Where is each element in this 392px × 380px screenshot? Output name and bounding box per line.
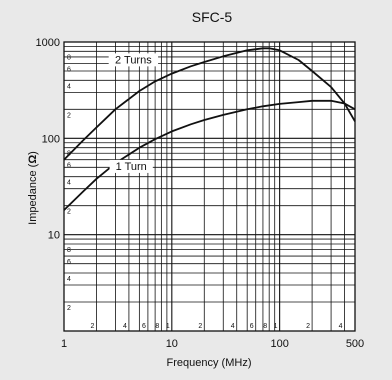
grid-lines	[64, 42, 355, 331]
x-minor-tick-label: 2	[306, 323, 310, 330]
series-2-turns-label-bg	[108, 53, 159, 67]
y-axis-label-prefix: Impedance (	[27, 163, 39, 224]
series-1-turn-label: 1 Turn	[116, 161, 147, 173]
y-minor-tick-label: 8	[67, 54, 71, 61]
x-minor-tick-label: 2	[198, 323, 202, 330]
y-minor-tick-label: 2	[67, 305, 71, 312]
series-2-turns-label: 2 Turns	[115, 54, 152, 66]
x-minor-tick-label: 1	[274, 323, 278, 330]
y-axis-label-suffix: )	[27, 151, 39, 155]
y-minor-tick-label: 4	[67, 83, 71, 90]
x-minor-tick-label: 4	[123, 323, 127, 330]
series-labels: 2 Turns 1 Turn	[108, 53, 159, 173]
x-tick-label: 500	[346, 338, 364, 350]
x-tick-label: 100	[270, 338, 288, 350]
x-minor-tick-label: 8	[263, 323, 267, 330]
x-minor-tick-label: 6	[250, 323, 254, 330]
y-minor-tick-label: 8	[67, 151, 71, 158]
x-minor-tick-label: 4	[231, 323, 235, 330]
x-minor-tick-label: 1	[166, 323, 170, 330]
x-tick-label: 1	[61, 338, 67, 350]
y-axis-label-unit: Ω	[27, 155, 39, 164]
x-minor-tick-label: 6	[142, 323, 146, 330]
chart-title: SFC-5	[192, 9, 233, 25]
x-minor-tick-label: 4	[339, 323, 343, 330]
y-tick-label: 100	[42, 133, 60, 145]
series-1-turn-label-bg	[109, 159, 153, 173]
y-axis-label: Impedance (Ω)	[27, 151, 39, 225]
y-minor-tick-label: 6	[67, 163, 71, 170]
y-minor-tick-label: 6	[67, 259, 71, 266]
y-minor-tick-label: 8	[67, 247, 71, 254]
y-minor-tick-label: 2	[67, 209, 71, 216]
y-minor-tick-label: 4	[67, 276, 71, 283]
x-axis-label: Frequency (MHz)	[167, 357, 252, 369]
x-minor-tick-label: 2	[91, 323, 95, 330]
x-minor-tick-label: 8	[155, 323, 159, 330]
plot-frame	[63, 41, 356, 332]
y-tick-label: 1000	[36, 37, 60, 49]
series-2-turns-line	[63, 47, 356, 161]
x-tick-label: 10	[166, 338, 178, 350]
y-minor-tick-label: 2	[67, 112, 71, 119]
y-tick-label: 10	[48, 230, 60, 242]
y-minor-tick-label: 6	[67, 66, 71, 73]
y-minor-tick-label: 4	[67, 180, 71, 187]
